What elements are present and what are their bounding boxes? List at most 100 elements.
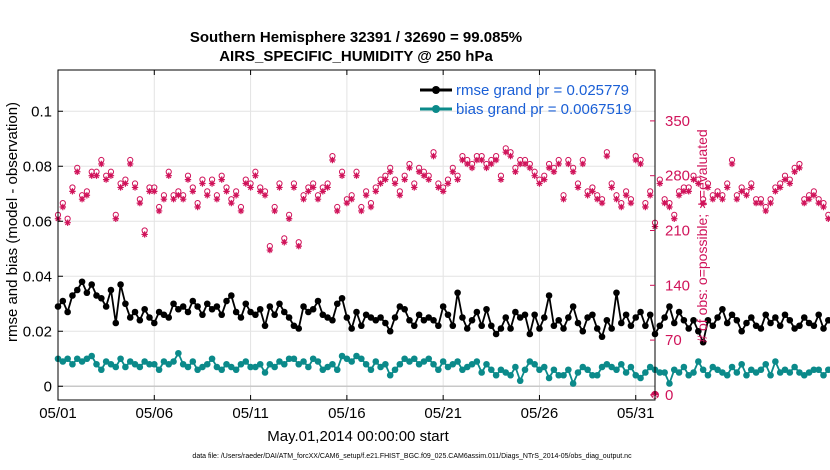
rmse-point [184,308,192,316]
evaluated-obs-point [204,192,211,199]
bias-point [536,366,543,374]
rmse-point [391,314,399,321]
bias-point [762,360,770,368]
bias-point [348,358,355,365]
bias-point [810,366,818,374]
rmse-point [150,319,158,327]
bias-point [406,358,413,365]
evaluated-obs-series [54,149,830,254]
evaluated-obs-point [218,176,225,183]
rmse-point [757,325,765,332]
bias-point [584,366,591,374]
y-axis-left: 0 0.02 0.04 0.06 0.08 0.1 [23,103,63,395]
bias-point [617,360,625,368]
rmse-point [155,308,163,316]
bias-point [107,360,115,368]
rmse-point [348,325,355,332]
rmse-point [502,314,510,321]
bias-point [709,363,717,371]
rmse-point [59,297,67,305]
rmse-point [300,303,307,310]
data-file-note: data file: /Users/raeder/DAI/ATM_forcXX/… [192,453,632,460]
bias-point [338,352,346,360]
evaluated-obs-point [574,184,582,191]
evaluated-obs-point [358,207,365,215]
evaluated-obs-point [208,180,216,187]
rmse-point [569,303,577,310]
evaluated-obs-point [160,195,168,203]
bias-point [420,358,428,365]
evaluated-obs-point [93,172,100,179]
evaluated-obs-point [136,199,144,207]
evaluated-obs-point [319,188,326,195]
evaluated-obs-point [232,192,240,199]
bias-point [550,366,558,374]
bias-point [776,369,784,376]
bias-point [497,366,505,374]
rmse-point [295,325,303,332]
bias-point [781,366,789,374]
bias-point [825,366,830,374]
rmse-point [256,305,264,313]
rmse-point [305,308,312,316]
rmse-point [406,316,413,324]
rmse-point [319,311,327,319]
bias-point [468,360,476,368]
evaluated-obs-point [439,188,447,195]
rmse-point [512,308,519,316]
bias-point [723,371,731,379]
evaluated-obs-point [223,188,230,195]
bias-point [526,358,534,365]
evaluated-obs-point [772,188,779,195]
rmse-point [617,319,625,327]
rmse-point [242,300,250,308]
rmse-point [719,305,726,313]
rmse-point [324,314,331,321]
rmse-point [276,300,283,308]
evaluated-obs-point [757,199,765,207]
bias-point [290,355,298,363]
evaluated-obs-point [64,219,71,226]
bias-point [488,366,495,374]
rmse-point [468,316,476,324]
rmse-point [314,297,322,305]
rmse-point [685,325,693,332]
evaluated-obs-point [401,176,408,183]
bias-point [396,360,404,368]
rmse-point [646,311,654,319]
bias-point [102,358,110,365]
evaluated-obs-point [83,192,91,199]
evaluated-obs-point [598,199,606,207]
evaluated-obs-point [521,160,529,168]
rmse-point [550,322,558,330]
rmse-point [78,278,86,286]
y-axis-label: rmse and bias (model - observation) [4,102,21,342]
evaluated-obs-point [290,184,298,191]
evaluated-obs-point [608,184,615,191]
bias-point [483,360,490,368]
rmse-point [709,322,717,330]
rmse-point [478,322,485,330]
y-tick-label: 0.08 [23,158,52,175]
bias-point [377,363,384,371]
evaluated-obs-point [560,195,567,203]
evaluated-obs-point [786,180,794,187]
evaluated-obs-point [781,176,789,183]
evaluated-obs-point [695,180,702,187]
evaluated-obs-point [738,188,745,195]
evaluated-obs-point [247,184,254,191]
rmse-point [463,325,471,332]
y-tick-label: 0.02 [23,323,52,340]
evaluated-obs-point [497,176,505,183]
rmse-point [545,292,553,299]
evaluated-obs-point [459,156,466,164]
evaluated-obs-point [406,164,413,172]
rmse-point [88,281,96,288]
x-tick-label: 05/06 [136,405,174,422]
rmse-point [565,314,572,321]
rmse-point [199,311,206,319]
chart-subtitle: AIRS_SPECIFIC_HUMIDITY @ 250 hPa [219,48,493,65]
evaluated-obs-point [155,207,163,215]
evaluated-obs-point [281,239,288,246]
bias-point [733,369,741,376]
